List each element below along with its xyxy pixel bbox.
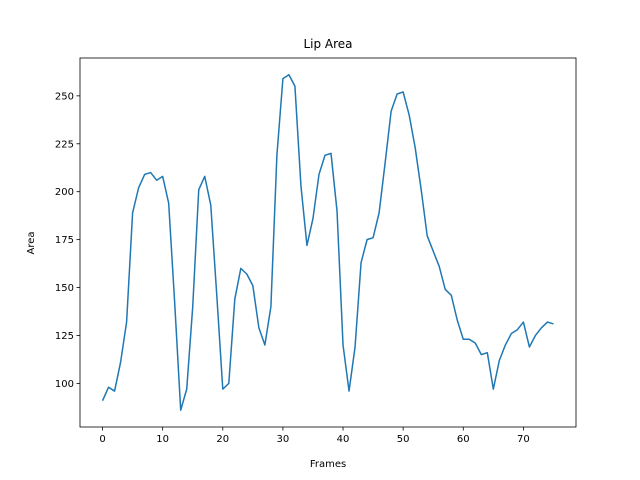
y-tick-label: 100 xyxy=(55,379,74,390)
x-axis-label: Frames xyxy=(310,459,346,470)
y-tick-label: 150 xyxy=(55,283,74,294)
x-tick-label: 60 xyxy=(457,434,470,445)
x-tick-label: 40 xyxy=(337,434,350,445)
x-tick-label: 0 xyxy=(99,434,105,445)
plot-frame xyxy=(79,57,577,428)
chart-title: Lip Area xyxy=(303,37,352,51)
y-tick-label: 200 xyxy=(55,187,74,198)
y-tick-label: 225 xyxy=(55,139,74,150)
x-tick-label: 30 xyxy=(277,434,290,445)
x-tick-label: 20 xyxy=(216,434,229,445)
y-tick-label: 175 xyxy=(55,235,74,246)
x-tick-label: 70 xyxy=(517,434,530,445)
x-tick-label: 50 xyxy=(397,434,410,445)
x-tick-label: 10 xyxy=(156,434,169,445)
y-axis-label: Area xyxy=(26,231,37,254)
y-tick-label: 250 xyxy=(55,91,74,102)
y-tick-label: 125 xyxy=(55,331,74,342)
data-line xyxy=(101,74,554,411)
